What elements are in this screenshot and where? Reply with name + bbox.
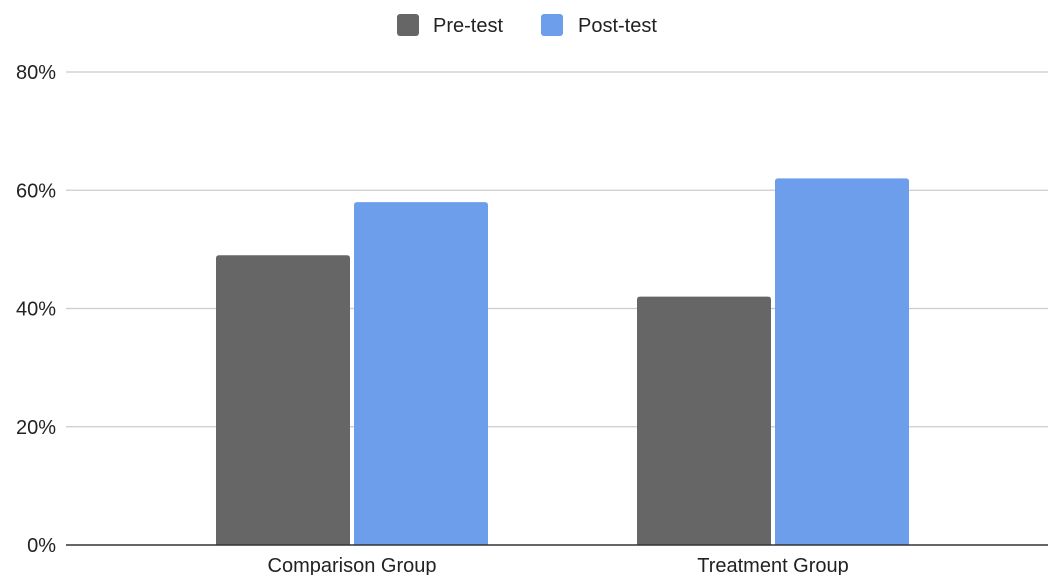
y-axis: 0% 20% 40% 60% 80% xyxy=(16,62,56,557)
y-tick-label: 20% xyxy=(16,417,56,439)
legend-swatch xyxy=(397,14,419,36)
x-tick-label: Treatment Group xyxy=(697,555,849,575)
y-tick-label: 0% xyxy=(27,535,56,557)
bar-pre-test-treatment-group xyxy=(637,296,771,545)
bar-post-test-comparison-group xyxy=(354,202,488,545)
bars xyxy=(216,178,909,546)
x-tick-label: Comparison Group xyxy=(268,555,437,575)
legend-swatch xyxy=(541,14,563,36)
bar-pre-test-comparison-group xyxy=(216,255,350,545)
legend-item-post-test: Post-test xyxy=(541,14,657,37)
bar-post-test-treatment-group xyxy=(775,178,909,546)
legend-label: Post-test xyxy=(578,15,657,37)
legend: Pre-test Post-test xyxy=(397,14,657,37)
y-tick-label: 40% xyxy=(16,299,56,321)
y-tick-label: 80% xyxy=(16,62,56,84)
legend-label: Pre-test xyxy=(433,15,503,37)
y-tick-label: 60% xyxy=(16,180,56,202)
x-axis: Comparison Group Treatment Group xyxy=(66,544,1048,577)
legend-item-pre-test: Pre-test xyxy=(397,14,503,37)
